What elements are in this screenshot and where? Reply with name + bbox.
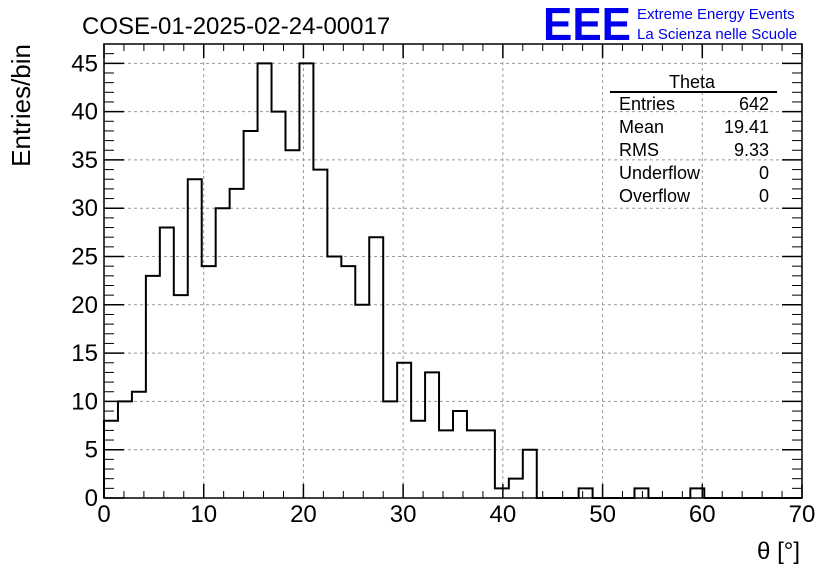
y-tick-label: 10 (71, 388, 98, 415)
y-tick-label: 30 (71, 195, 98, 222)
y-tick-label: 15 (71, 340, 98, 367)
stats-rows: Entries 642 Mean 19.41 RMS 9.33 Underflow 0 Over… (619, 94, 769, 206)
x-axis-label: θ [°] (757, 538, 800, 565)
stats-label: RMS (619, 140, 659, 160)
stats-value: 642 (739, 94, 769, 114)
eee-logo-mark: EEE (543, 0, 631, 50)
y-tick-label: 0 (85, 485, 98, 512)
stats-value: 0 (759, 163, 769, 183)
stats-label: Mean (619, 117, 664, 137)
y-tick-label: 5 (85, 437, 98, 464)
x-tick-label: 50 (589, 501, 616, 528)
stats-value: 0 (759, 186, 769, 206)
chart-title: COSE-01-2025-02-24-00017 (82, 13, 390, 40)
x-tick-label: 0 (97, 501, 110, 528)
x-tick-label: 20 (290, 501, 317, 528)
y-tick-label: 40 (71, 99, 98, 126)
stats-box: Theta Entries 642 Mean 19.41 RMS 9.33 Underflo… (610, 72, 777, 206)
stats-label: Underflow (619, 163, 701, 183)
stats-label: Overflow (619, 186, 691, 206)
x-tick-labels: 0 10 20 30 40 50 60 70 (97, 501, 815, 528)
y-axis-label: Entries/bin (6, 44, 36, 167)
plot-frame (103, 43, 803, 499)
eee-logo: EEE Extreme Energy Events La Scienza nel… (543, 0, 797, 50)
stats-value: 19.41 (724, 117, 769, 137)
stats-label: Entries (619, 94, 675, 114)
stats-value: 9.33 (734, 140, 769, 160)
x-tick-label: 70 (789, 501, 816, 528)
y-tick-labels: 0 5 10 15 20 25 30 35 40 45 (71, 50, 98, 512)
stats-title: Theta (669, 72, 716, 92)
y-tick-label: 20 (71, 292, 98, 319)
y-tick-label: 45 (71, 50, 98, 77)
x-tick-label: 30 (390, 501, 417, 528)
eee-logo-line2: La Scienza nelle Scuole (637, 26, 797, 43)
y-tick-label: 25 (71, 244, 98, 271)
axis-ticks (103, 43, 803, 499)
x-tick-label: 10 (190, 501, 217, 528)
x-tick-label: 40 (490, 501, 517, 528)
histogram-line (103, 62, 802, 499)
y-tick-label: 35 (71, 147, 98, 174)
x-tick-label: 60 (689, 501, 716, 528)
eee-logo-line1: Extreme Energy Events (637, 6, 795, 23)
